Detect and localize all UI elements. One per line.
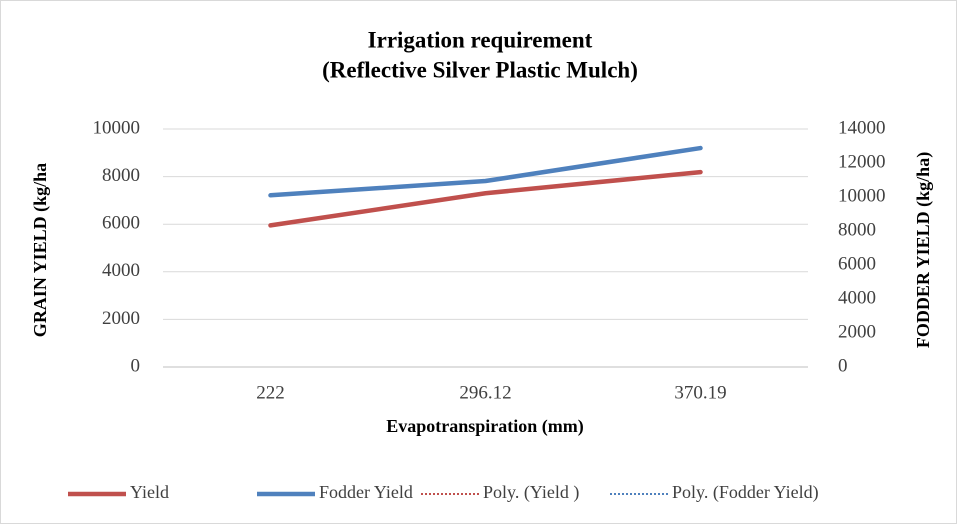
y-tick-label: 2000 <box>102 308 140 329</box>
x-tick-label: 370.19 <box>674 382 726 403</box>
y2-tick-label: 10000 <box>838 185 886 206</box>
y2-tick-label: 2000 <box>838 321 876 342</box>
legend-label: Poly. (Yield ) <box>483 482 579 503</box>
legend-label: Fodder Yield <box>319 482 413 502</box>
chart-subtitle: (Reflective Silver Plastic Mulch) <box>322 57 638 82</box>
y-axis-title: GRAIN YIELD (kg/ha <box>30 163 51 337</box>
y2-tick-label: 8000 <box>838 219 876 240</box>
y2-tick-label: 14000 <box>838 117 886 138</box>
chart-title: Irrigation requirement <box>368 27 593 52</box>
y-tick-label: 4000 <box>102 260 140 281</box>
y2-axis-title: FODDER YIELD (kg/ha) <box>913 152 934 348</box>
x-tick-label: 296.12 <box>459 382 511 403</box>
y-tick-label: 8000 <box>102 165 140 186</box>
y-tick-label: 10000 <box>93 117 141 138</box>
y2-tick-label: 0 <box>838 355 848 376</box>
x-tick-label: 222 <box>256 382 285 403</box>
x-axis-title: Evapotranspiration (mm) <box>386 416 584 437</box>
y2-tick-label: 6000 <box>838 253 876 274</box>
y-tick-label: 0 <box>131 355 141 376</box>
y-tick-label: 6000 <box>102 213 140 234</box>
legend-label: Yield <box>130 482 169 502</box>
legend-label: Poly. (Fodder Yield) <box>672 482 819 503</box>
trend-line <box>270 171 701 227</box>
y2-tick-label: 4000 <box>838 287 876 308</box>
trend-line <box>270 147 701 197</box>
y2-tick-label: 12000 <box>838 151 886 172</box>
